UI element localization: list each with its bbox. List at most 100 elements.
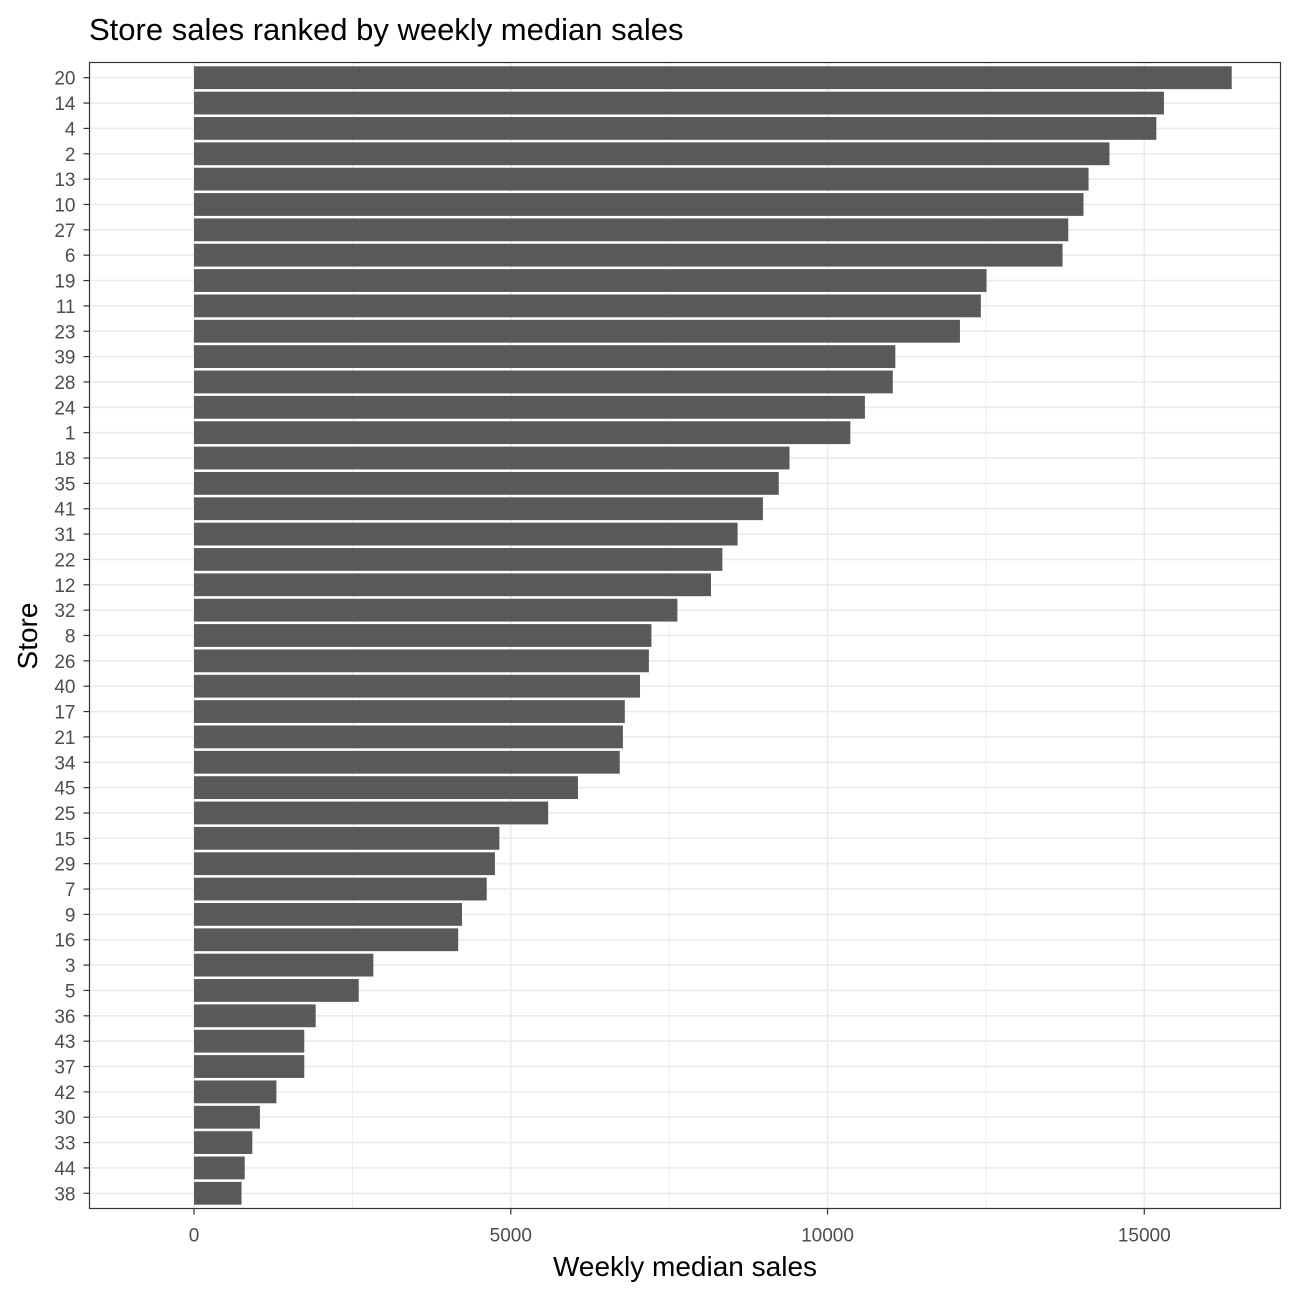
- y-tick-label-28: 28: [54, 373, 75, 394]
- y-tick-label-39: 39: [54, 348, 75, 369]
- bar-store-42: [194, 1080, 277, 1104]
- bar-store-2: [194, 142, 1110, 166]
- bar-store-43: [194, 1029, 305, 1053]
- bar-store-44: [194, 1156, 245, 1180]
- y-tick-label-9: 9: [65, 905, 76, 926]
- y-tick-label-18: 18: [54, 449, 75, 470]
- y-tick-label-34: 34: [54, 753, 76, 774]
- x-axis: 0 5000 10000 15000: [189, 1208, 1171, 1247]
- bar-store-41: [194, 497, 763, 521]
- bar-store-37: [194, 1055, 305, 1078]
- bar-store-12: [194, 573, 711, 597]
- y-tick-label-32: 32: [54, 601, 75, 622]
- plot-border: [88, 61, 1282, 1210]
- bar-store-29: [194, 852, 495, 876]
- bar-store-20: [194, 66, 1232, 90]
- bar-store-38: [194, 1181, 242, 1205]
- y-tick-label-6: 6: [65, 246, 76, 267]
- bar-store-34: [194, 750, 620, 774]
- y-tick-label-27: 27: [54, 221, 75, 242]
- y-tick-label-3: 3: [65, 956, 76, 977]
- bar-store-4: [194, 117, 1157, 140]
- y-tick-label-17: 17: [54, 703, 75, 724]
- bar-store-23: [194, 319, 960, 343]
- y-tick-label-11: 11: [56, 297, 76, 318]
- y-tick-label-40: 40: [54, 677, 75, 698]
- y-tick-label-41: 41: [54, 500, 75, 521]
- y-tick-label-15: 15: [54, 829, 75, 850]
- y-tick-label-21: 21: [54, 728, 75, 749]
- y-tick-label-7: 7: [65, 880, 76, 901]
- y-tick-label-42: 42: [54, 1083, 75, 1104]
- bar-layer: [194, 66, 1232, 1205]
- bar-store-7: [194, 877, 487, 901]
- y-tick-label-19: 19: [54, 272, 75, 293]
- chart-title: Store sales ranked by weekly median sale…: [89, 12, 683, 47]
- y-tick-label-43: 43: [54, 1032, 75, 1053]
- bar-store-26: [194, 649, 649, 673]
- bar-store-16: [194, 928, 459, 952]
- bar-store-28: [194, 370, 893, 394]
- y-tick-label-25: 25: [54, 804, 75, 825]
- bar-store-45: [194, 776, 578, 800]
- x-tick-label: 15000: [1118, 1226, 1171, 1247]
- bar-store-1: [194, 421, 851, 445]
- y-tick-label-33: 33: [54, 1134, 75, 1155]
- bar-store-39: [194, 345, 896, 369]
- bar-store-22: [194, 548, 723, 571]
- bar-store-25: [194, 801, 549, 825]
- bar-store-3: [194, 953, 374, 977]
- y-tick-label-20: 20: [54, 69, 75, 90]
- y-tick-label-37: 37: [54, 1058, 75, 1079]
- y-tick-label-38: 38: [54, 1184, 75, 1205]
- y-tick-label-13: 13: [54, 170, 75, 191]
- y-tick-label-10: 10: [54, 195, 75, 216]
- bar-store-30: [194, 1105, 260, 1129]
- y-tick-label-14: 14: [54, 94, 76, 115]
- bar-store-21: [194, 725, 623, 749]
- bar-store-35: [194, 471, 779, 495]
- bar-store-9: [194, 902, 463, 926]
- bar-store-27: [194, 218, 1069, 242]
- y-tick-label-5: 5: [65, 981, 76, 1002]
- bar-store-24: [194, 395, 865, 419]
- y-tick-label-26: 26: [54, 652, 75, 673]
- y-axis: 2014421310276191123392824118354131221232…: [54, 69, 90, 1205]
- y-tick-label-24: 24: [54, 398, 76, 419]
- y-tick-label-16: 16: [54, 931, 75, 952]
- y-tick-label-36: 36: [54, 1007, 75, 1028]
- bar-store-19: [194, 269, 987, 292]
- y-tick-label-29: 29: [54, 855, 75, 876]
- bar-store-32: [194, 598, 678, 622]
- bar-store-14: [194, 91, 1164, 115]
- y-tick-label-4: 4: [65, 119, 76, 140]
- y-tick-label-2: 2: [65, 145, 76, 166]
- bar-store-5: [194, 979, 359, 1002]
- y-tick-label-8: 8: [65, 627, 76, 648]
- bar-store-10: [194, 193, 1084, 216]
- bar-store-11: [194, 294, 981, 318]
- y-tick-label-22: 22: [54, 550, 75, 571]
- bar-store-18: [194, 446, 790, 470]
- bar-store-17: [194, 700, 625, 723]
- x-axis-title: Weekly median sales: [553, 1251, 817, 1282]
- y-tick-label-1: 1: [65, 424, 76, 445]
- bar-store-33: [194, 1131, 253, 1154]
- bar-store-36: [194, 1004, 316, 1028]
- x-tick-label: 5000: [490, 1226, 532, 1247]
- bar-store-15: [194, 826, 500, 850]
- y-axis-title: Store: [12, 603, 43, 670]
- y-tick-label-23: 23: [54, 322, 75, 343]
- bar-store-13: [194, 167, 1089, 191]
- bar-store-6: [194, 243, 1063, 267]
- y-tick-label-44: 44: [54, 1159, 76, 1180]
- y-tick-label-45: 45: [54, 779, 75, 800]
- y-tick-label-12: 12: [54, 576, 75, 597]
- x-tick-label: 10000: [801, 1226, 854, 1247]
- bar-store-31: [194, 522, 738, 546]
- y-tick-label-31: 31: [54, 525, 75, 546]
- y-tick-label-35: 35: [54, 474, 75, 495]
- bar-store-8: [194, 624, 652, 647]
